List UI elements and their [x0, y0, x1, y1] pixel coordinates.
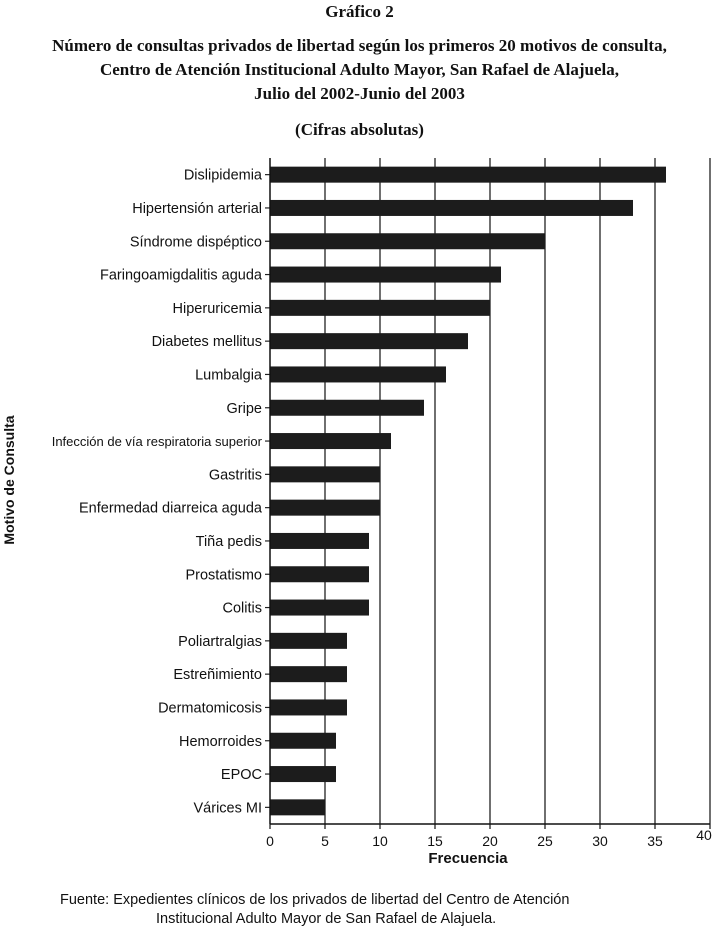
tick-labels: 0 5 10 15 20 25 30 35 40 — [266, 827, 712, 849]
chart-title-line-3: Julio del 2002-Junio del 2003 — [254, 84, 465, 103]
bar — [270, 199, 633, 216]
bar — [270, 799, 325, 816]
bar — [270, 399, 424, 416]
bar — [270, 766, 336, 783]
category-label: Diabetes mellitus — [152, 334, 262, 350]
x-tick-label: 5 — [321, 833, 329, 849]
x-tick-label: 35 — [647, 833, 663, 849]
category-label: Dermatomicosis — [158, 700, 262, 716]
bars — [270, 166, 666, 816]
category-label: Prostatismo — [185, 567, 262, 583]
category-label: Tiña pedis — [196, 534, 262, 550]
bar — [270, 666, 347, 683]
category-label: Várices MI — [194, 800, 263, 816]
source-line-1: Fuente: Expedientes clínicos de los priv… — [60, 892, 570, 908]
category-label: EPOC — [221, 767, 262, 783]
source-note: Fuente: Expedientes clínicos de los priv… — [60, 891, 569, 929]
x-tick-label: 10 — [372, 833, 388, 849]
category-label: Síndrome dispéptico — [130, 234, 262, 250]
bar — [270, 599, 369, 616]
category-label: Poliartralgias — [178, 634, 262, 650]
bar — [270, 266, 501, 283]
category-label: Enfermedad diarreica aguda — [79, 501, 263, 517]
x-tick-label: 0 — [266, 833, 274, 849]
x-tick-label: 30 — [592, 833, 608, 849]
x-axis-label: Frecuencia — [428, 850, 508, 867]
source-line-2: Institucional Adulto Mayor de San Rafael… — [156, 911, 497, 927]
category-label: Infección de vía respiratoria superior — [52, 434, 263, 449]
category-label: Lumbalgia — [195, 367, 263, 383]
bar — [270, 699, 347, 716]
chart-title-line-2: Centro de Atención Institucional Adulto … — [99, 60, 619, 79]
bar — [270, 433, 391, 450]
bar — [270, 632, 347, 649]
category-label: Faringoamigdalitis aguda — [100, 268, 263, 284]
x-tick-label: 40 — [696, 827, 712, 843]
x-tick-label: 25 — [537, 833, 553, 849]
bar — [270, 366, 446, 383]
bar — [270, 166, 666, 183]
category-label: Hiperuricemia — [173, 301, 263, 317]
chart-title: Número de consultas privados de libertad… — [0, 34, 719, 106]
category-label: Hipertensión arterial — [132, 201, 262, 217]
grid-lines — [324, 158, 711, 824]
bar — [270, 233, 545, 250]
category-label: Hemorroides — [179, 734, 262, 750]
chart-title-line-1: Número de consultas privados de libertad… — [52, 36, 667, 55]
bar — [270, 499, 380, 516]
y-axis-label: Motivo de Consulta — [1, 415, 17, 544]
category-labels: Dislipidemia Hipertensión arterial Síndrom… — [52, 168, 263, 817]
x-tick-label: 15 — [427, 833, 443, 849]
bar — [270, 333, 468, 350]
bar-chart: Dislipidemia Hipertensión arterial Síndrom… — [1, 158, 712, 867]
category-label: Gastritis — [209, 467, 262, 483]
category-label: Colitis — [223, 601, 262, 617]
figure-label: Gráfico 2 — [325, 2, 394, 21]
category-label: Estreñimiento — [173, 667, 262, 683]
bar — [270, 566, 369, 583]
bar — [270, 299, 490, 316]
bar — [270, 532, 369, 549]
category-label: Dislipidemia — [184, 168, 263, 184]
axes — [265, 158, 711, 829]
bar — [270, 466, 380, 483]
x-tick-label: 20 — [482, 833, 498, 849]
category-label: Gripe — [227, 401, 262, 417]
chart-subtitle: (Cifras absolutas) — [295, 120, 424, 139]
bar — [270, 732, 336, 749]
